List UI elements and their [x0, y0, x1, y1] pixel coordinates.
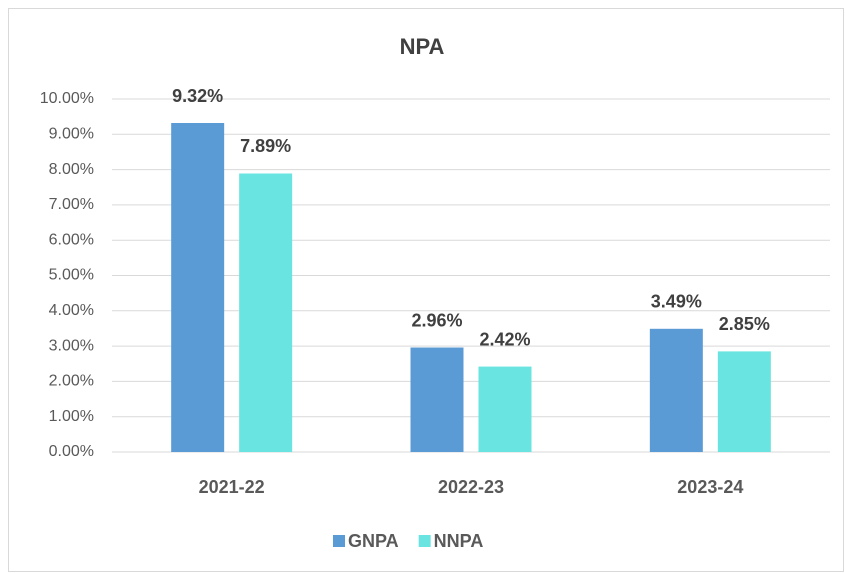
y-tick-label: 9.00%: [49, 126, 94, 143]
y-tick-label: 3.00%: [49, 337, 94, 354]
bar: [478, 366, 532, 452]
value-label: 9.32%: [172, 86, 223, 106]
bar: [171, 123, 225, 452]
y-tick-label: 4.00%: [49, 302, 94, 319]
y-tick-label: 8.00%: [49, 161, 94, 178]
bar: [717, 351, 771, 452]
value-label: 2.85%: [719, 314, 770, 334]
bar: [649, 328, 703, 452]
y-tick-label: 2.00%: [49, 373, 94, 390]
x-tick-label: 2023-24: [677, 477, 743, 497]
bar: [239, 173, 293, 452]
bar: [410, 347, 464, 452]
value-label: 2.96%: [411, 310, 462, 330]
y-tick-label: 1.00%: [49, 408, 94, 425]
y-tick-label: 7.00%: [49, 196, 94, 213]
value-label: 3.49%: [651, 292, 702, 312]
legend-swatch: [333, 535, 345, 547]
y-tick-label: 6.00%: [49, 231, 94, 248]
y-tick-label: 0.00%: [49, 443, 94, 460]
chart-title: NPA: [400, 34, 445, 59]
x-tick-label: 2022-23: [438, 477, 504, 497]
chart-frame: [8, 8, 844, 572]
legend-swatch: [418, 535, 431, 547]
x-tick-label: 2021-22: [199, 477, 265, 497]
y-tick-label: 10.00%: [40, 90, 94, 107]
value-label: 7.89%: [240, 136, 291, 156]
legend-label: GNPA: [348, 531, 399, 551]
y-tick-label: 5.00%: [49, 267, 94, 284]
value-label: 2.42%: [479, 329, 530, 349]
legend-label: NNPA: [434, 531, 484, 551]
